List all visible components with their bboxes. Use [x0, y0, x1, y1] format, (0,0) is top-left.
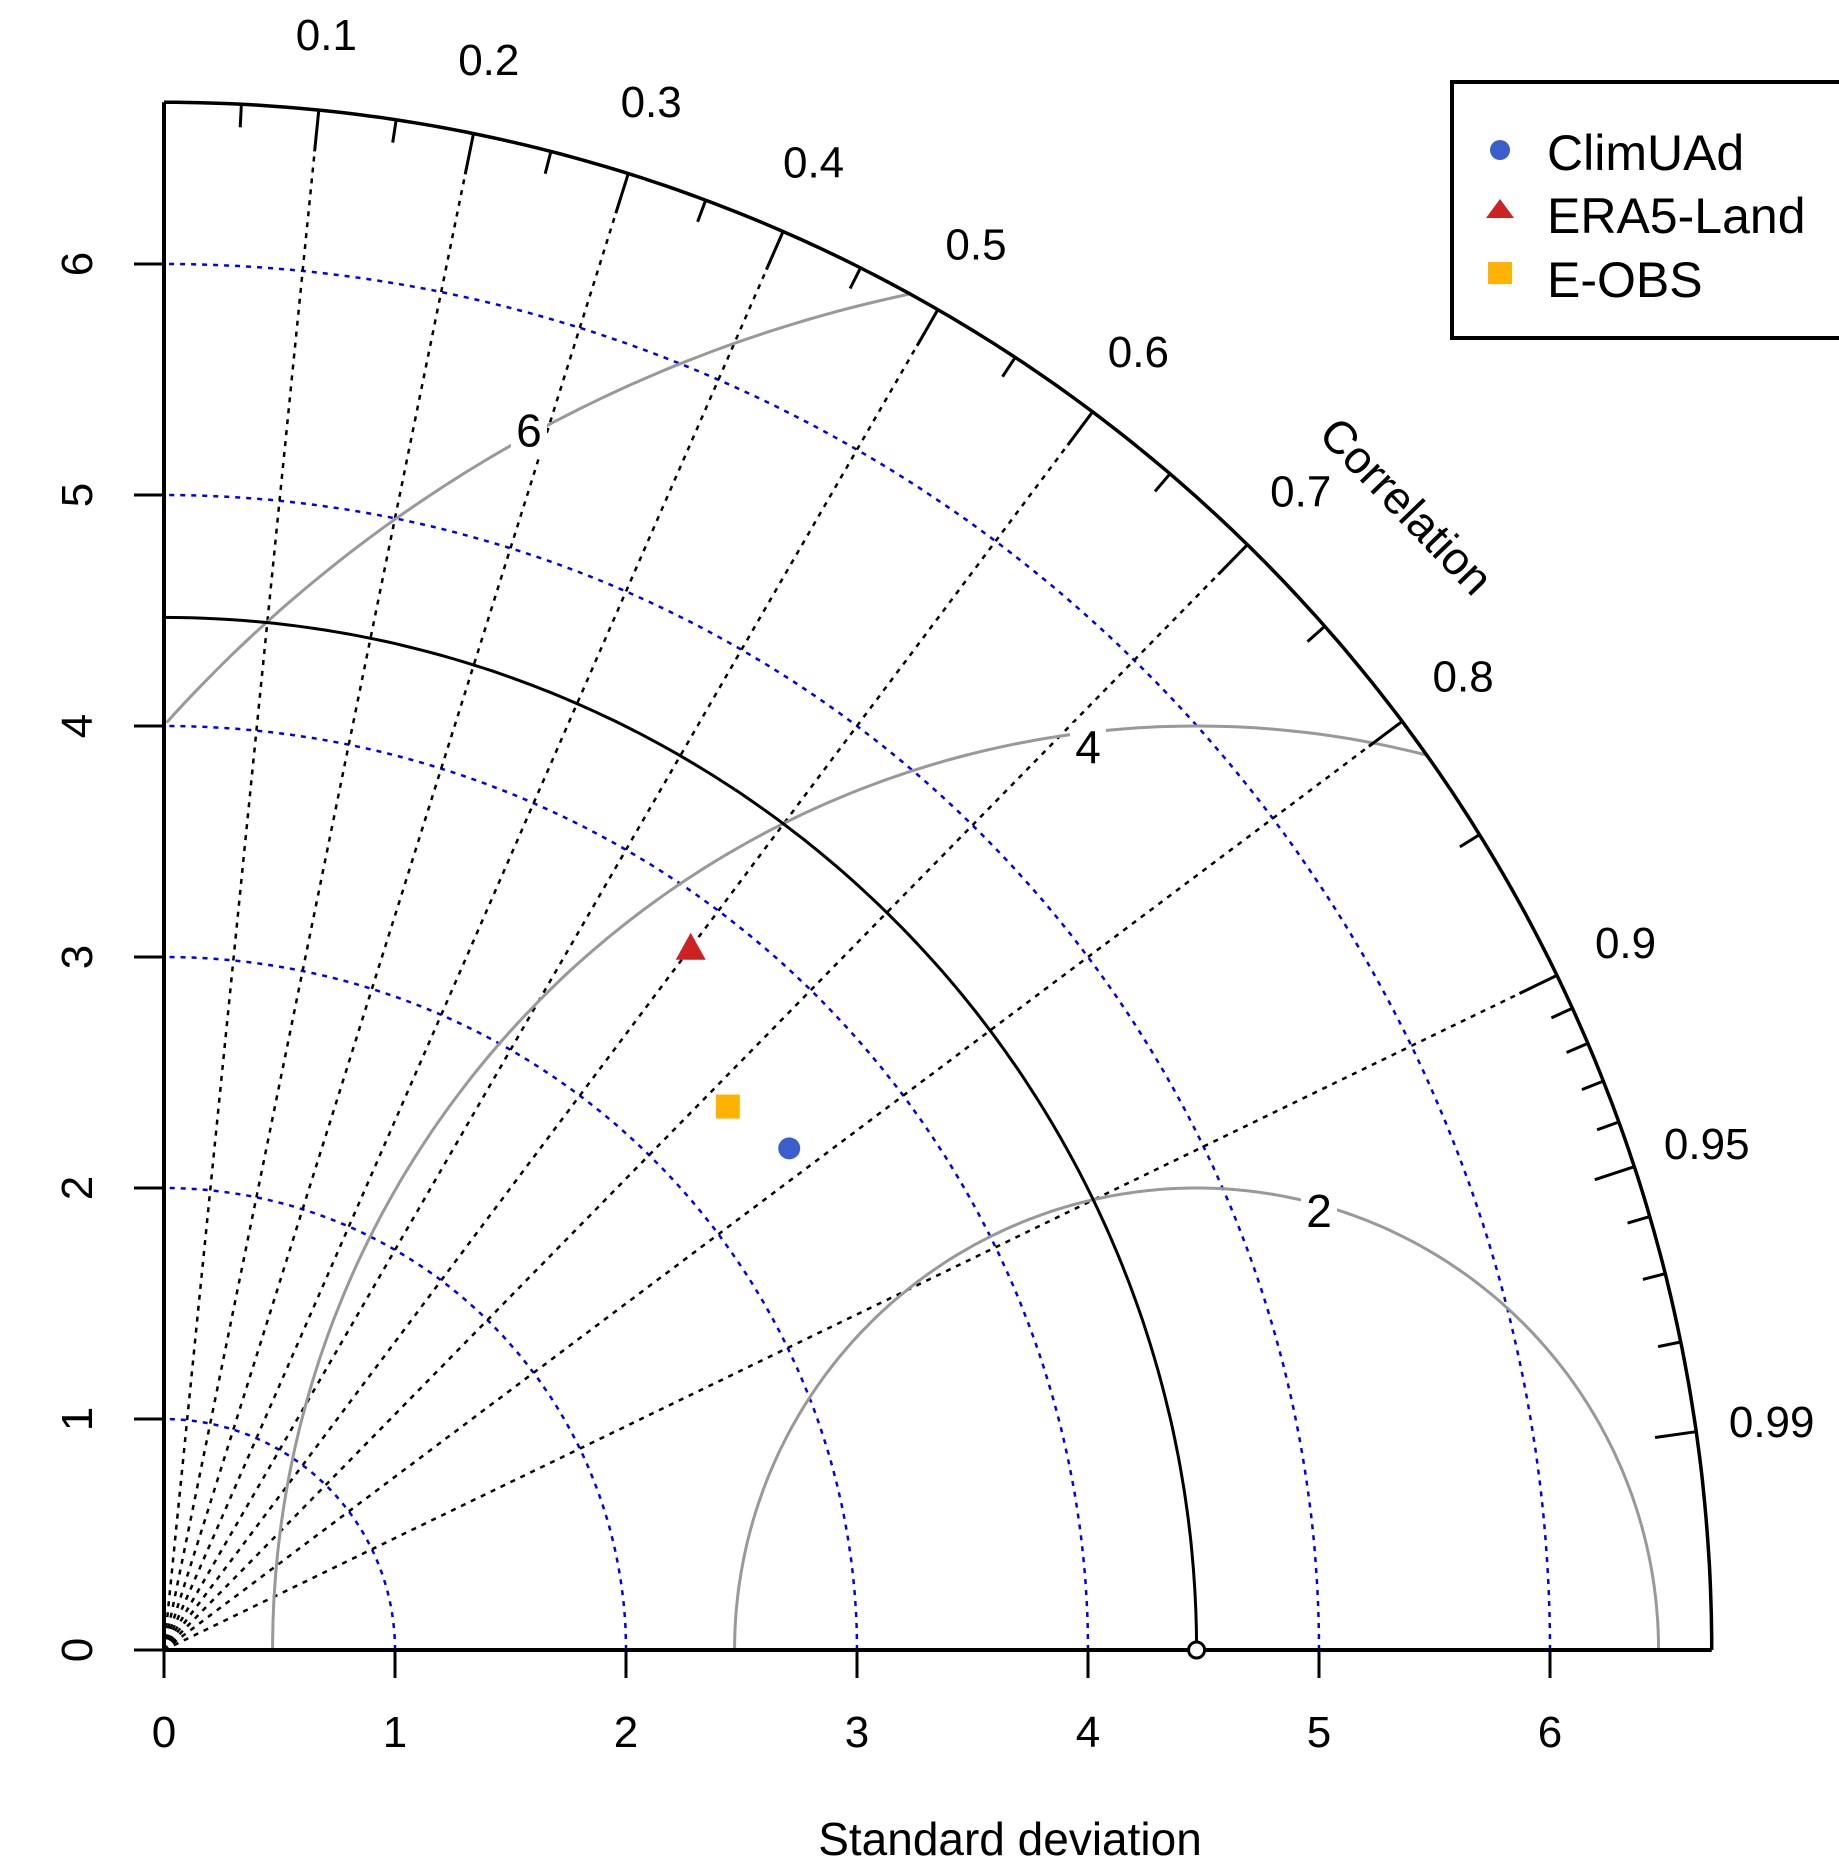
x-tick-label-1: 1 — [383, 1708, 407, 1757]
corr-tick-0.3 — [614, 173, 630, 214]
legend-label-e-obs: E-OBS — [1547, 252, 1703, 308]
corr-tick-0.95 — [1594, 1165, 1635, 1182]
legend-label-climuad: ClimUAd — [1547, 125, 1744, 181]
rms-label-2: 2 — [1306, 1185, 1332, 1237]
corr-tick-0.8 — [1368, 720, 1404, 748]
corr-minor-tick-0.91 — [1550, 1006, 1574, 1020]
corr-tick-label-0.2: 0.2 — [458, 36, 519, 85]
y-tick-label-1: 1 — [53, 1407, 102, 1431]
legend-box — [1450, 80, 1839, 340]
reference-point — [1187, 1640, 1207, 1660]
y-tick-label-3: 3 — [53, 945, 102, 969]
rms-label-4: 4 — [1075, 721, 1101, 773]
corr-tick-0.1 — [313, 109, 321, 152]
reference-sd-arc — [163, 615, 1199, 1651]
chart-frame — [162, 100, 1714, 1660]
corr-minor-tick-0.98 — [1657, 1340, 1681, 1349]
corr-minor-tick-0.05 — [238, 104, 243, 128]
corr-minor-tick-0.55 — [1001, 356, 1017, 378]
corr-tick-0.5 — [915, 308, 940, 347]
corr-ray-0.6 — [162, 411, 1094, 1651]
corr-tick-0.9 — [1518, 974, 1558, 995]
sd-arc-5 — [163, 493, 1321, 1651]
corr-ray-0.5 — [162, 309, 939, 1651]
corr-minor-tick-0.25 — [543, 151, 553, 175]
corr-minor-tick-0.93 — [1581, 1079, 1604, 1091]
point-era5-land — [675, 932, 706, 960]
outer-correlation-arc — [164, 100, 1714, 1650]
x-tick-label-4: 4 — [1076, 1708, 1100, 1757]
corr-ray-0.8 — [163, 720, 1403, 1652]
axis-ticks: 0 0 1 1 2 2 3 3 4 4 5 5 6 6 0.1 0.2 0.3 0.4 0.5 0.6 0.7 0.8 0.… — [53, 11, 1815, 1757]
correlation-axis-title: Correlation — [1310, 407, 1504, 605]
sd-arc-2 — [164, 1186, 628, 1650]
corr-tick-0.6 — [1066, 410, 1094, 446]
corr-ray-0.2 — [162, 133, 475, 1651]
corr-minor-tick-0.85 — [1459, 833, 1481, 849]
x-tick-label-5: 5 — [1307, 1708, 1331, 1757]
corr-ray-0.1 — [162, 109, 321, 1651]
corr-minor-tick-0.96 — [1627, 1215, 1651, 1225]
point-climuad — [778, 1137, 801, 1160]
corr-minor-tick-0.35 — [696, 199, 708, 223]
corr-tick-label-0.9: 0.9 — [1595, 919, 1656, 968]
y-tick-label-4: 4 — [53, 714, 102, 738]
x-axis-title: Standard deviation — [818, 1813, 1202, 1860]
y-tick-label-0: 0 — [53, 1638, 102, 1662]
legend: ClimUAd ERA5-Land E-OBS — [1450, 80, 1839, 340]
corr-minor-tick-0.15 — [391, 119, 398, 143]
corr-minor-tick-0.75 — [1306, 625, 1326, 643]
rms-label-bg-2 — [1301, 1187, 1337, 1236]
corr-tick-label-0.1: 0.1 — [296, 11, 357, 60]
corr-minor-tick-0.92 — [1566, 1042, 1589, 1054]
sd-arc-3 — [163, 955, 859, 1651]
x-tick-label-2: 2 — [614, 1708, 638, 1757]
rms-label-6: 6 — [516, 404, 542, 456]
legend-marker-era5-land — [1486, 199, 1514, 218]
rms-contours: 2 4 6 — [165, 292, 1661, 1651]
corr-tick-label-0.8: 0.8 — [1433, 653, 1494, 702]
corr-ray-0.9 — [163, 974, 1558, 1652]
corr-tick-label-0.7: 0.7 — [1270, 467, 1331, 516]
corr-tick-label-0.6: 0.6 — [1108, 328, 1169, 377]
legend-marker-e-obs — [1488, 262, 1512, 284]
corr-minor-tick-0.97 — [1642, 1272, 1666, 1281]
rms-label-bg-6 — [510, 406, 547, 455]
corr-tick-0.99 — [1654, 1430, 1697, 1439]
grid-layer — [162, 109, 1558, 1652]
corr-tick-label-0.4: 0.4 — [783, 139, 844, 188]
rms-contour-6 — [165, 292, 909, 724]
legend-marker-climuad — [1490, 140, 1510, 160]
y-tick-label-5: 5 — [53, 483, 102, 507]
corr-tick-0.2 — [463, 133, 475, 175]
corr-tick-label-0.5: 0.5 — [945, 221, 1006, 270]
corr-minor-tick-0.65 — [1153, 472, 1172, 493]
legend-label-era5-land: ERA5-Land — [1547, 188, 1806, 244]
corr-ray-0.7 — [163, 543, 1249, 1651]
rms-label-bg-4 — [1070, 722, 1106, 771]
corr-tick-label-0.99: 0.99 — [1729, 1398, 1815, 1447]
y-tick-label-2: 2 — [53, 1176, 102, 1200]
corr-minor-tick-0.45 — [848, 267, 862, 290]
point-e-obs — [715, 1094, 740, 1119]
y-tick-label-6: 6 — [53, 252, 102, 276]
sd-arc-4 — [163, 724, 1090, 1651]
corr-tick-0.7 — [1217, 543, 1249, 576]
data-points — [675, 932, 801, 1160]
x-tick-label-6: 6 — [1538, 1708, 1562, 1757]
corr-tick-0.4 — [765, 230, 785, 271]
corr-tick-label-0.3: 0.3 — [621, 78, 682, 127]
x-tick-label-0: 0 — [152, 1708, 176, 1757]
x-tick-label-3: 3 — [845, 1708, 869, 1757]
corr-tick-label-0.95: 0.95 — [1664, 1120, 1750, 1169]
rms-contour-4 — [271, 724, 1427, 1650]
rms-contour-2 — [733, 1186, 1661, 1651]
corr-ray-0.4 — [162, 230, 785, 1651]
corr-ray-0.3 — [162, 173, 630, 1651]
corr-minor-tick-0.94 — [1596, 1120, 1620, 1132]
